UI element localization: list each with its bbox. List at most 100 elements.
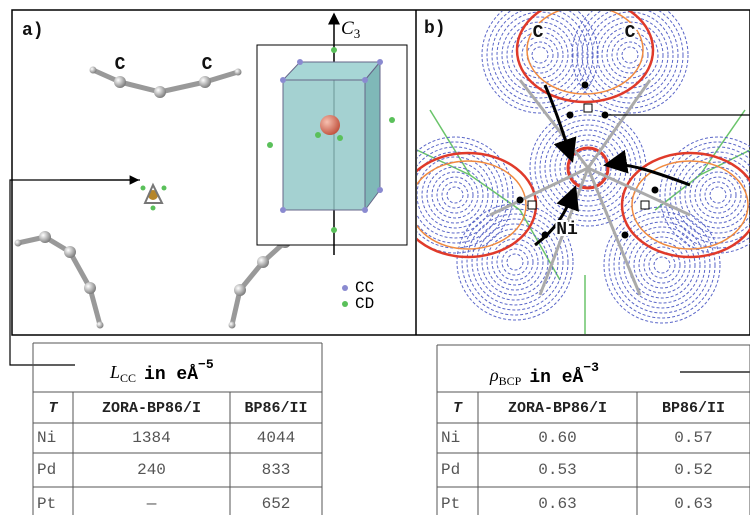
table-header: T <box>453 400 463 417</box>
critical-point <box>567 112 574 119</box>
atom <box>235 69 242 76</box>
atom-label: C <box>115 55 126 75</box>
title-symbol: L <box>109 362 120 382</box>
critical-point <box>517 197 524 204</box>
blue-contour <box>572 0 688 113</box>
table-cell: 4044 <box>257 429 295 447</box>
cd-point <box>331 47 337 53</box>
legend-marker <box>342 285 348 291</box>
cc-point <box>362 77 368 83</box>
blue-contour <box>447 187 463 203</box>
metal-atom <box>320 115 340 135</box>
arrow <box>545 85 572 160</box>
atom <box>15 240 22 247</box>
blue-contour <box>492 239 538 285</box>
atom <box>97 322 104 329</box>
table-cell: 0.52 <box>674 461 712 479</box>
atom-label: C <box>625 23 636 43</box>
table-cell: 0.63 <box>674 495 712 513</box>
blue-contour <box>467 214 563 310</box>
blue-contour <box>665 142 750 248</box>
stick <box>120 82 160 92</box>
table-header: ZORA-BP86/I <box>508 400 607 417</box>
blue-contour <box>442 182 468 208</box>
legend-label: CD <box>355 295 374 313</box>
cage-point <box>641 201 649 209</box>
axis-subscript: 3 <box>354 26 361 41</box>
blue-contour <box>532 47 548 63</box>
title-symbol: ρ <box>489 365 499 385</box>
cube-side <box>365 62 380 210</box>
table-header: ZORA-BP86/I <box>102 400 201 417</box>
panel-label: b) <box>424 19 446 39</box>
table-cell: — <box>146 495 157 513</box>
atom <box>199 76 211 88</box>
table-cell: 833 <box>262 461 291 479</box>
table-header: BP86/II <box>244 400 307 417</box>
table-cell: Pt <box>441 495 460 513</box>
table-cell: Pt <box>37 495 56 513</box>
cd-point <box>315 132 321 138</box>
atom-label: C <box>533 23 544 43</box>
table-header: T <box>48 400 58 417</box>
cd-point <box>267 142 273 148</box>
table-cell: Ni <box>37 429 56 447</box>
atom <box>234 284 246 296</box>
title-unit: in eÅ <box>144 364 198 385</box>
blue-contour <box>624 227 700 303</box>
blue-contour <box>427 167 483 223</box>
atom-label: Ni <box>556 220 578 240</box>
blue-contour <box>432 172 478 218</box>
table-cell: 240 <box>137 461 166 479</box>
cage-point <box>584 104 592 112</box>
cd-point <box>389 117 395 123</box>
cc-point <box>280 77 286 83</box>
contour-plot <box>397 0 750 335</box>
title-subscript: BCP <box>499 374 522 388</box>
blue-contour <box>705 182 731 208</box>
cc-point <box>362 207 368 213</box>
axis-label: C3 <box>341 18 360 41</box>
cd-point <box>151 206 156 211</box>
critical-point <box>622 232 629 239</box>
blue-contour <box>622 47 638 63</box>
table-cell: Pd <box>37 461 56 479</box>
table-cell: 0.63 <box>538 495 576 513</box>
atom <box>64 246 76 258</box>
blue-contour <box>710 187 726 203</box>
blue-contour <box>634 237 690 293</box>
critical-point <box>582 82 589 89</box>
legend-marker <box>342 301 348 307</box>
cc-point <box>297 59 303 65</box>
pointer-line <box>10 180 140 365</box>
atom <box>257 256 269 268</box>
title-exponent: −3 <box>583 360 599 375</box>
blue-contour <box>507 254 523 270</box>
stick <box>160 82 205 92</box>
critical-point <box>652 187 659 194</box>
blue-contour <box>502 249 528 275</box>
table-cell: 0.60 <box>538 429 576 447</box>
table-cell: 652 <box>262 495 291 513</box>
atom <box>39 231 51 243</box>
figure: a) C C C3 CC CD LCCin eÅ−5 ρBCPin eÅ−3 T… <box>0 0 750 515</box>
cube-front <box>283 80 365 210</box>
title-unit: in eÅ <box>529 367 583 388</box>
atom <box>90 67 97 74</box>
blue-contour <box>402 142 508 248</box>
atom <box>229 322 236 329</box>
atom <box>84 282 96 294</box>
cage-point <box>528 201 536 209</box>
title-exponent: −5 <box>198 357 214 372</box>
blue-contour <box>527 42 553 68</box>
panel-label: a) <box>22 21 44 41</box>
axis-symbol: C <box>341 18 354 39</box>
blue-contour <box>654 257 670 273</box>
blue-contour <box>617 42 643 68</box>
blue-contour <box>695 172 741 218</box>
cd-point <box>337 135 343 141</box>
table-cell: Pd <box>441 461 460 479</box>
blue-contour <box>609 212 715 318</box>
atom <box>154 86 166 98</box>
